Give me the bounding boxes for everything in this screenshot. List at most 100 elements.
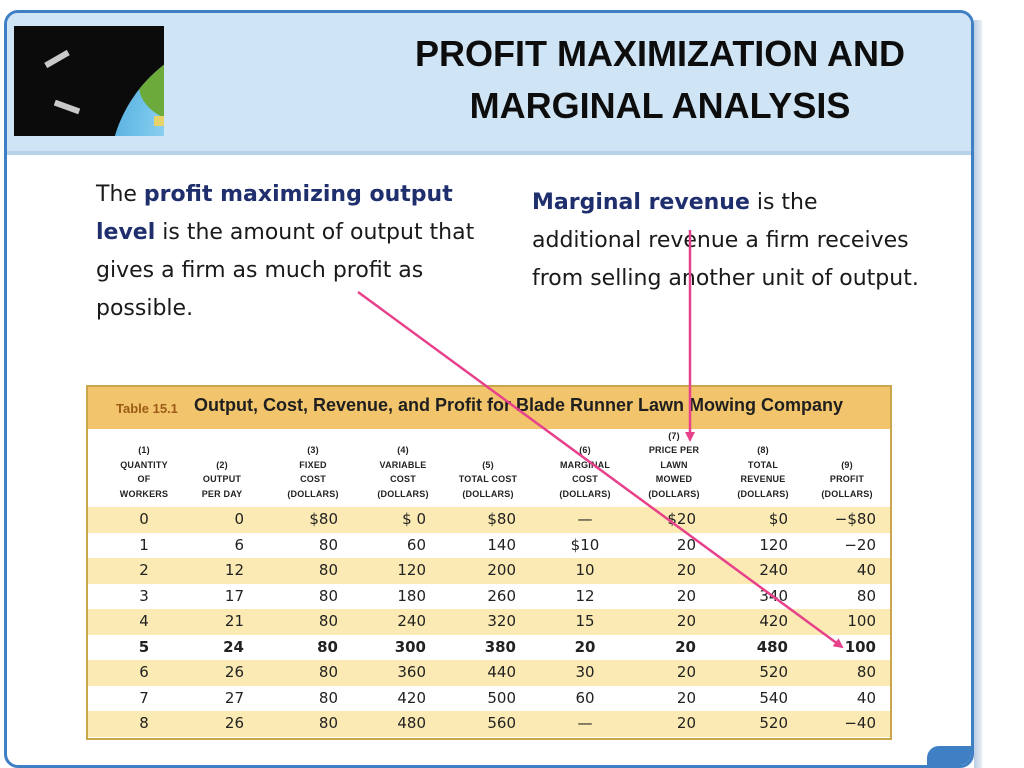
table-cell: 26 <box>224 714 244 732</box>
table-cell: 80 <box>318 535 338 554</box>
table-cell: 260 <box>487 586 516 605</box>
column-header-line: TOTAL COST <box>458 474 518 484</box>
table-cell: 300 <box>394 637 426 656</box>
column-header-line: TOTAL <box>747 459 779 470</box>
term-marginal-revenue: Marginal revenue <box>532 190 750 215</box>
table-cell: −40 <box>844 714 876 732</box>
table-cell: $80 <box>309 510 338 528</box>
table-cell: 320 <box>487 612 516 630</box>
table-cell: 120 <box>759 535 788 554</box>
table-cell: 420 <box>759 612 788 630</box>
table-body: 0 0 $80 $ 0 $80 — $20 $0 −$80 1 6 80 60 140 $10 20 120 −2… <box>88 507 890 737</box>
column-header-line: OUTPUT <box>202 474 242 484</box>
title-band <box>7 13 971 151</box>
table-row: 4 21 80 240 320 15 20 420 100 <box>88 609 890 635</box>
table-row: 6 26 80 360 440 30 20 520 80 <box>88 660 890 686</box>
table-row: 8 26 80 480 560 — 20 520 −40 <box>88 711 890 737</box>
table-cell: −20 <box>844 535 876 554</box>
table-cell: 5 <box>138 637 150 656</box>
column-header-line: FIXED <box>299 459 327 470</box>
table-caption-bar: Table 15.1 Output, Cost, Revenue, and Pr… <box>88 387 890 429</box>
table-cell: 60 <box>575 688 595 707</box>
table-cell: 0 <box>139 510 149 528</box>
table-cell: 3 <box>139 586 149 605</box>
title-band-divider <box>7 151 971 155</box>
column-header-8: (8) TOTAL REVENUE (DOLLARS) <box>724 443 802 501</box>
table-row: 3 17 80 180 260 12 20 340 80 <box>88 584 890 610</box>
table-cell: 100 <box>844 637 876 656</box>
table-cell: 100 <box>847 612 876 630</box>
table-cell: 520 <box>759 714 788 732</box>
column-header-line: (DOLLARS) <box>462 488 514 499</box>
column-header-line: (3) <box>307 445 319 455</box>
table-cell: 20 <box>676 663 696 681</box>
column-header-line: WORKERS <box>119 488 169 499</box>
table-cell: $10 <box>570 535 600 554</box>
column-header-line: PER DAY <box>201 488 243 499</box>
column-header-line: (8) <box>757 445 769 455</box>
frame-shadow <box>974 20 982 768</box>
table-cell: 26 <box>224 663 244 681</box>
definition-profit-maximizing: The profit maximizing output level is th… <box>96 176 496 328</box>
table-cell: 30 <box>575 663 595 681</box>
table-cell: 520 <box>759 663 788 681</box>
definition-marginal-revenue: Marginal revenue is the additional reven… <box>532 184 932 298</box>
column-header-line: (DOLLARS) <box>648 488 700 499</box>
term-profit-maximizing-output: profit maximizing output level <box>96 182 453 245</box>
table-row: 7 27 80 420 500 60 20 540 40 <box>88 686 890 712</box>
column-header-line: PRICE PER <box>648 445 700 455</box>
table-cell: 40 <box>856 561 876 579</box>
column-header-line: (5) <box>482 459 494 470</box>
table-cell: 4 <box>139 612 149 630</box>
column-header-line: (6) <box>579 445 591 455</box>
column-header-line: PROFIT <box>829 474 865 484</box>
column-header-line: (4) <box>397 445 409 455</box>
table-cell: $ 0 <box>402 510 426 528</box>
table-cell: 6 <box>234 535 244 554</box>
table-cell: 20 <box>676 714 696 732</box>
table-cell: 180 <box>397 586 426 605</box>
column-header-line: REVENUE <box>740 474 786 484</box>
table-cell: 240 <box>759 561 788 579</box>
table-cell: 20 <box>676 561 696 579</box>
table-cell: 12 <box>575 586 595 605</box>
table-cell: 21 <box>224 612 244 630</box>
table-cell: 80 <box>318 561 338 579</box>
table-cell: 420 <box>397 688 426 707</box>
table-cell: 540 <box>759 688 788 707</box>
table-cell: 80 <box>856 586 876 605</box>
house-icon <box>154 116 164 126</box>
slide-title: PROFIT MAXIMIZATION AND MARGINAL ANALYSI… <box>350 28 970 132</box>
table-cell: $20 <box>667 510 696 528</box>
table-cell: 480 <box>397 714 426 732</box>
column-header-line: MARGINAL <box>559 459 611 470</box>
table-cell: 40 <box>856 688 876 707</box>
column-header-3: (3) FIXED COST (DOLLARS) <box>274 443 352 501</box>
table-cell: 24 <box>223 637 244 656</box>
satellite-icon <box>53 99 81 115</box>
table-cell: — <box>577 510 593 528</box>
slide-title-line-2: MARGINAL ANALYSIS <box>469 85 851 126</box>
table-cell: 60 <box>406 535 426 554</box>
table-cell: 200 <box>487 561 516 579</box>
table-cell: 80 <box>318 663 338 681</box>
table-cell: $0 <box>768 510 788 528</box>
column-header-line: COST <box>300 474 326 484</box>
table-cell: 20 <box>676 535 696 554</box>
column-header-line: VARIABLE <box>379 459 427 470</box>
table-cell: 80 <box>318 612 338 630</box>
table-cell: 80 <box>318 714 338 732</box>
table-row: 5 24 80 300 380 20 20 480 100 <box>88 635 890 661</box>
table-cell: 240 <box>397 612 426 630</box>
table-cell: 7 <box>139 688 149 707</box>
column-header-line: (DOLLARS) <box>737 488 789 499</box>
table-row: 2 12 80 120 200 10 20 240 40 <box>88 558 890 584</box>
data-table: Table 15.1 Output, Cost, Revenue, and Pr… <box>86 385 892 740</box>
table-row: 0 0 $80 $ 0 $80 — $20 $0 −$80 <box>88 507 890 533</box>
table-cell: 80 <box>856 663 876 681</box>
table-cell: 80 <box>317 637 338 656</box>
column-header-6: (6) MARGINAL COST (DOLLARS) <box>548 443 622 501</box>
table-cell: 17 <box>224 586 244 605</box>
satellite-icon <box>44 49 70 69</box>
table-cell: 20 <box>574 637 596 656</box>
